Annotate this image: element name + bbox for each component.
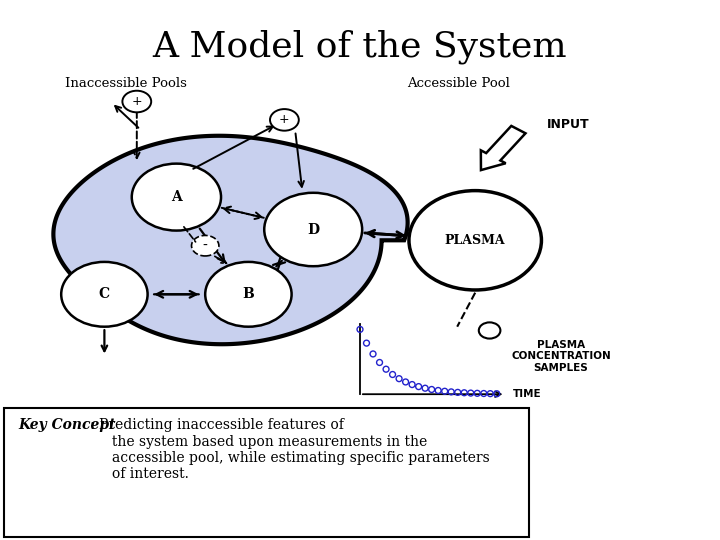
Point bbox=[419, 384, 431, 393]
Point bbox=[446, 388, 457, 396]
Point bbox=[393, 374, 405, 383]
Text: A: A bbox=[171, 190, 181, 204]
Point bbox=[459, 388, 470, 397]
Point bbox=[380, 365, 392, 374]
Point bbox=[433, 386, 444, 395]
Text: INPUT: INPUT bbox=[547, 118, 590, 131]
Circle shape bbox=[270, 109, 299, 131]
Text: B: B bbox=[243, 287, 254, 301]
FancyArrow shape bbox=[481, 126, 526, 170]
Text: +: + bbox=[132, 95, 142, 108]
Point bbox=[465, 389, 477, 397]
Text: Key Concept: Key Concept bbox=[18, 418, 115, 433]
Text: Inaccessible Pools: Inaccessible Pools bbox=[65, 77, 186, 90]
Circle shape bbox=[409, 191, 541, 290]
Circle shape bbox=[264, 193, 362, 266]
Text: A Model of the System: A Model of the System bbox=[153, 30, 567, 64]
Point bbox=[478, 389, 490, 398]
Point bbox=[367, 349, 379, 358]
Circle shape bbox=[192, 235, 219, 256]
Point bbox=[400, 377, 411, 386]
Point bbox=[354, 325, 366, 334]
Point bbox=[361, 339, 372, 347]
Point bbox=[452, 388, 464, 397]
Text: D: D bbox=[307, 222, 319, 237]
Circle shape bbox=[61, 262, 148, 327]
Circle shape bbox=[122, 91, 151, 112]
Point bbox=[485, 389, 496, 398]
FancyBboxPatch shape bbox=[4, 408, 529, 537]
Circle shape bbox=[479, 322, 500, 339]
Text: Accessible Pool: Accessible Pool bbox=[407, 77, 510, 90]
Circle shape bbox=[132, 164, 221, 231]
Point bbox=[387, 370, 398, 379]
Text: C: C bbox=[99, 287, 110, 301]
Text: +: + bbox=[279, 113, 289, 126]
Text: PLASMA: PLASMA bbox=[445, 234, 505, 247]
Point bbox=[472, 389, 483, 397]
Text: -: - bbox=[203, 239, 207, 253]
Point bbox=[439, 387, 451, 396]
Point bbox=[491, 389, 503, 398]
Point bbox=[374, 358, 385, 367]
Text: TIME: TIME bbox=[513, 389, 541, 399]
Point bbox=[413, 382, 424, 391]
Polygon shape bbox=[53, 136, 408, 344]
Point bbox=[426, 385, 438, 394]
Text: : Predicting inaccessible features of
     the system based upon measurements in: : Predicting inaccessible features of th… bbox=[90, 418, 490, 481]
Circle shape bbox=[205, 262, 292, 327]
Text: PLASMA
CONCENTRATION
SAMPLES: PLASMA CONCENTRATION SAMPLES bbox=[511, 340, 611, 373]
Point bbox=[406, 380, 418, 389]
